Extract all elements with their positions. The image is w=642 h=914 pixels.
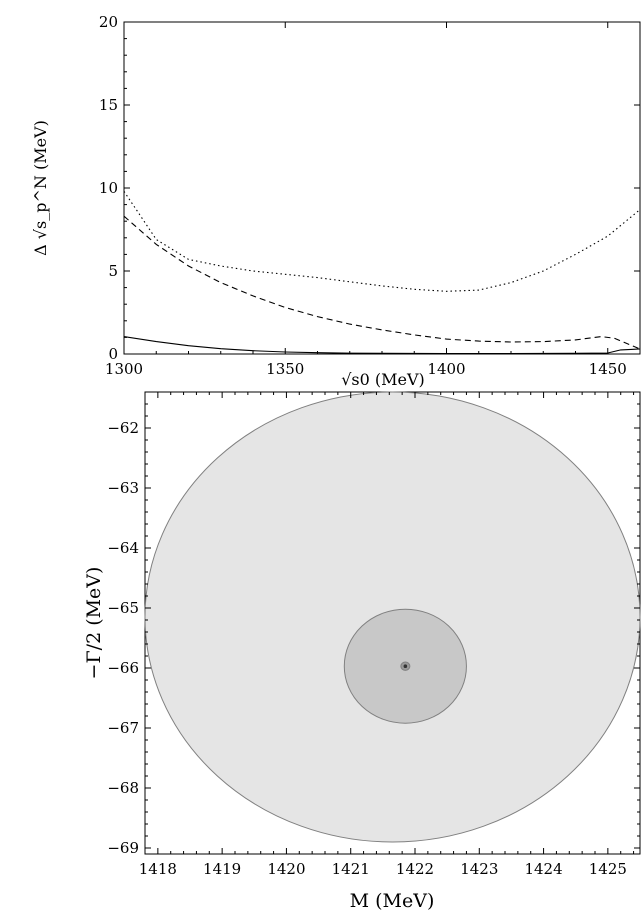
pole-point [403, 664, 408, 668]
x-tick-label: 1300 [105, 360, 143, 378]
x-tick-label: 1423 [460, 860, 498, 878]
y-tick-label: 20 [99, 13, 118, 31]
plot-frame [123, 21, 641, 355]
y-tick-label: −64 [107, 539, 139, 557]
x-axis-label: M (MeV) [350, 890, 435, 912]
region-chart: 1418 1419 1420 1421 1422 1423 1424 1425 −62 −63 −6… [83, 391, 641, 912]
y-tick-label: −62 [107, 419, 139, 437]
x-tick-label: 1425 [589, 860, 627, 878]
line-series-dashed [123, 215, 641, 350]
x-tick-label: 1419 [203, 860, 241, 878]
x-tick-label: 1400 [427, 360, 465, 378]
axis-ticks: 1418 1419 1420 1421 1422 1423 1424 1425 −62 −63 −6… [107, 392, 640, 878]
y-tick-label: −68 [107, 779, 139, 797]
line-chart: 1300 1350 1400 1450 0 5 10 15 20 √s0 (MeV) Δ √s_… [31, 13, 641, 389]
y-tick-label: 15 [99, 96, 118, 114]
x-tick-label: 1422 [396, 860, 434, 878]
y-axis-label: −Γ/2 (MeV) [83, 567, 105, 680]
axis-ticks: 1300 1350 1400 1450 0 5 10 15 20 [99, 13, 641, 378]
y-tick-label: −65 [107, 599, 139, 617]
y-tick-label: −66 [107, 659, 139, 677]
line-series-dotted [123, 190, 641, 292]
x-axis-label: √s0 (MeV) [341, 370, 425, 389]
y-tick-label: −69 [107, 839, 139, 857]
x-tick-label: 1421 [332, 860, 370, 878]
x-tick-label: 1420 [267, 860, 305, 878]
line-series-solid [123, 336, 641, 355]
y-tick-label: −63 [107, 479, 139, 497]
y-tick-label: 5 [108, 262, 118, 280]
y-tick-label: 10 [99, 179, 118, 197]
x-tick-label: 1450 [589, 360, 627, 378]
y-tick-label: 0 [108, 345, 118, 363]
y-axis-label: Δ √s_p^N (MeV) [31, 120, 50, 256]
x-tick-label: 1418 [139, 860, 177, 878]
y-tick-label: −67 [107, 719, 139, 737]
x-tick-label: 1424 [524, 860, 562, 878]
line-series-group [123, 190, 641, 355]
x-tick-label: 1350 [266, 360, 304, 378]
confidence-regions [144, 391, 641, 843]
